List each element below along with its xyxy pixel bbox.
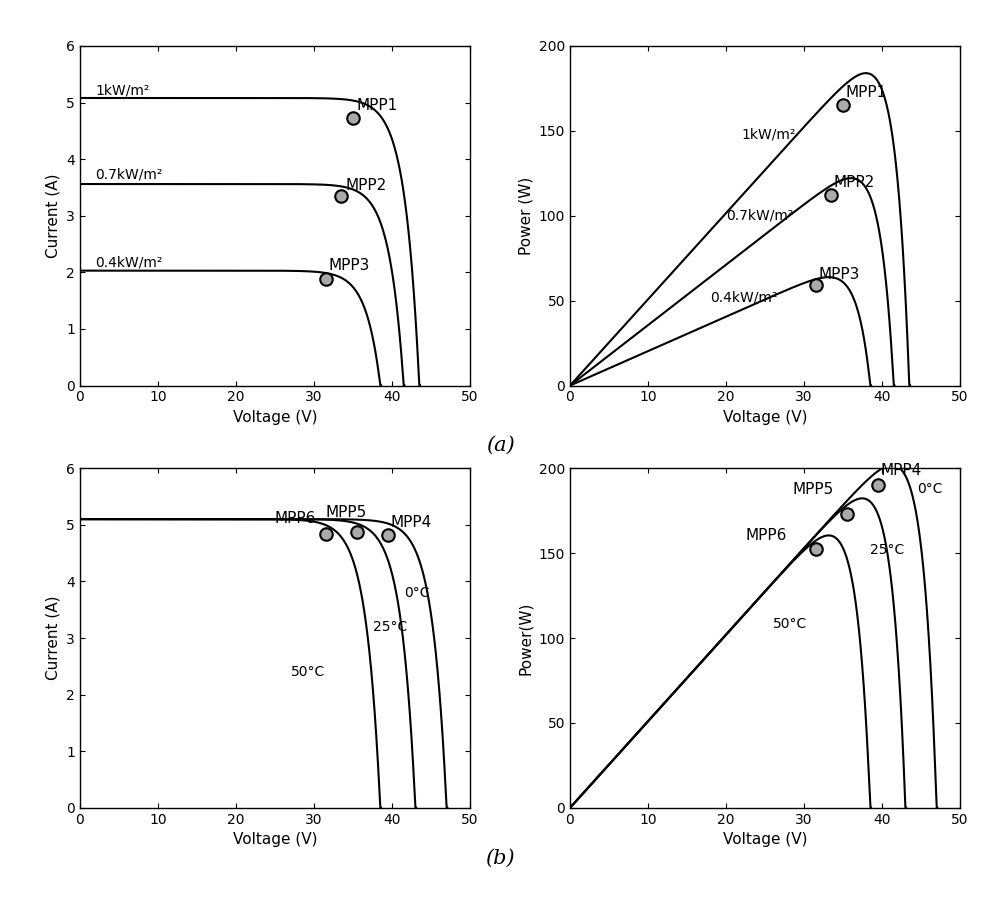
- Text: 1kW/m²: 1kW/m²: [742, 128, 796, 141]
- Text: 25°C: 25°C: [870, 543, 905, 556]
- X-axis label: Voltage (V): Voltage (V): [233, 410, 317, 425]
- Text: MPP6: MPP6: [275, 511, 316, 526]
- Y-axis label: Power (W): Power (W): [518, 176, 533, 255]
- Text: MPP1: MPP1: [357, 97, 398, 113]
- Text: 25°C: 25°C: [373, 620, 407, 633]
- Text: 0.4kW/m²: 0.4kW/m²: [96, 255, 163, 269]
- Text: 50°C: 50°C: [773, 618, 807, 632]
- Text: 1kW/m²: 1kW/m²: [96, 83, 150, 97]
- Text: MPP2: MPP2: [834, 174, 875, 190]
- Text: MPP6: MPP6: [746, 528, 787, 543]
- Text: MPP3: MPP3: [328, 259, 369, 274]
- Y-axis label: Power(W): Power(W): [518, 601, 533, 675]
- Text: 0.7kW/m²: 0.7kW/m²: [726, 208, 793, 223]
- Text: 0°C: 0°C: [917, 482, 943, 496]
- Text: (a): (a): [486, 436, 514, 454]
- Text: 0.7kW/m²: 0.7kW/m²: [96, 168, 163, 182]
- X-axis label: Voltage (V): Voltage (V): [233, 833, 317, 847]
- Text: 0°C: 0°C: [404, 586, 429, 599]
- X-axis label: Voltage (V): Voltage (V): [723, 410, 807, 425]
- Y-axis label: Current (A): Current (A): [46, 174, 61, 258]
- Text: MPP2: MPP2: [345, 178, 386, 193]
- Text: 0.4kW/m²: 0.4kW/m²: [710, 290, 778, 304]
- Text: (b): (b): [485, 849, 515, 868]
- Text: MPP4: MPP4: [390, 515, 432, 531]
- Text: 50°C: 50°C: [291, 665, 325, 679]
- Text: MPP5: MPP5: [792, 482, 834, 497]
- Text: MPP4: MPP4: [880, 463, 922, 477]
- X-axis label: Voltage (V): Voltage (V): [723, 833, 807, 847]
- Text: MPP5: MPP5: [326, 505, 367, 521]
- Text: MPP1: MPP1: [845, 84, 887, 100]
- Y-axis label: Current (A): Current (A): [46, 596, 61, 680]
- Text: MPP3: MPP3: [818, 266, 859, 282]
